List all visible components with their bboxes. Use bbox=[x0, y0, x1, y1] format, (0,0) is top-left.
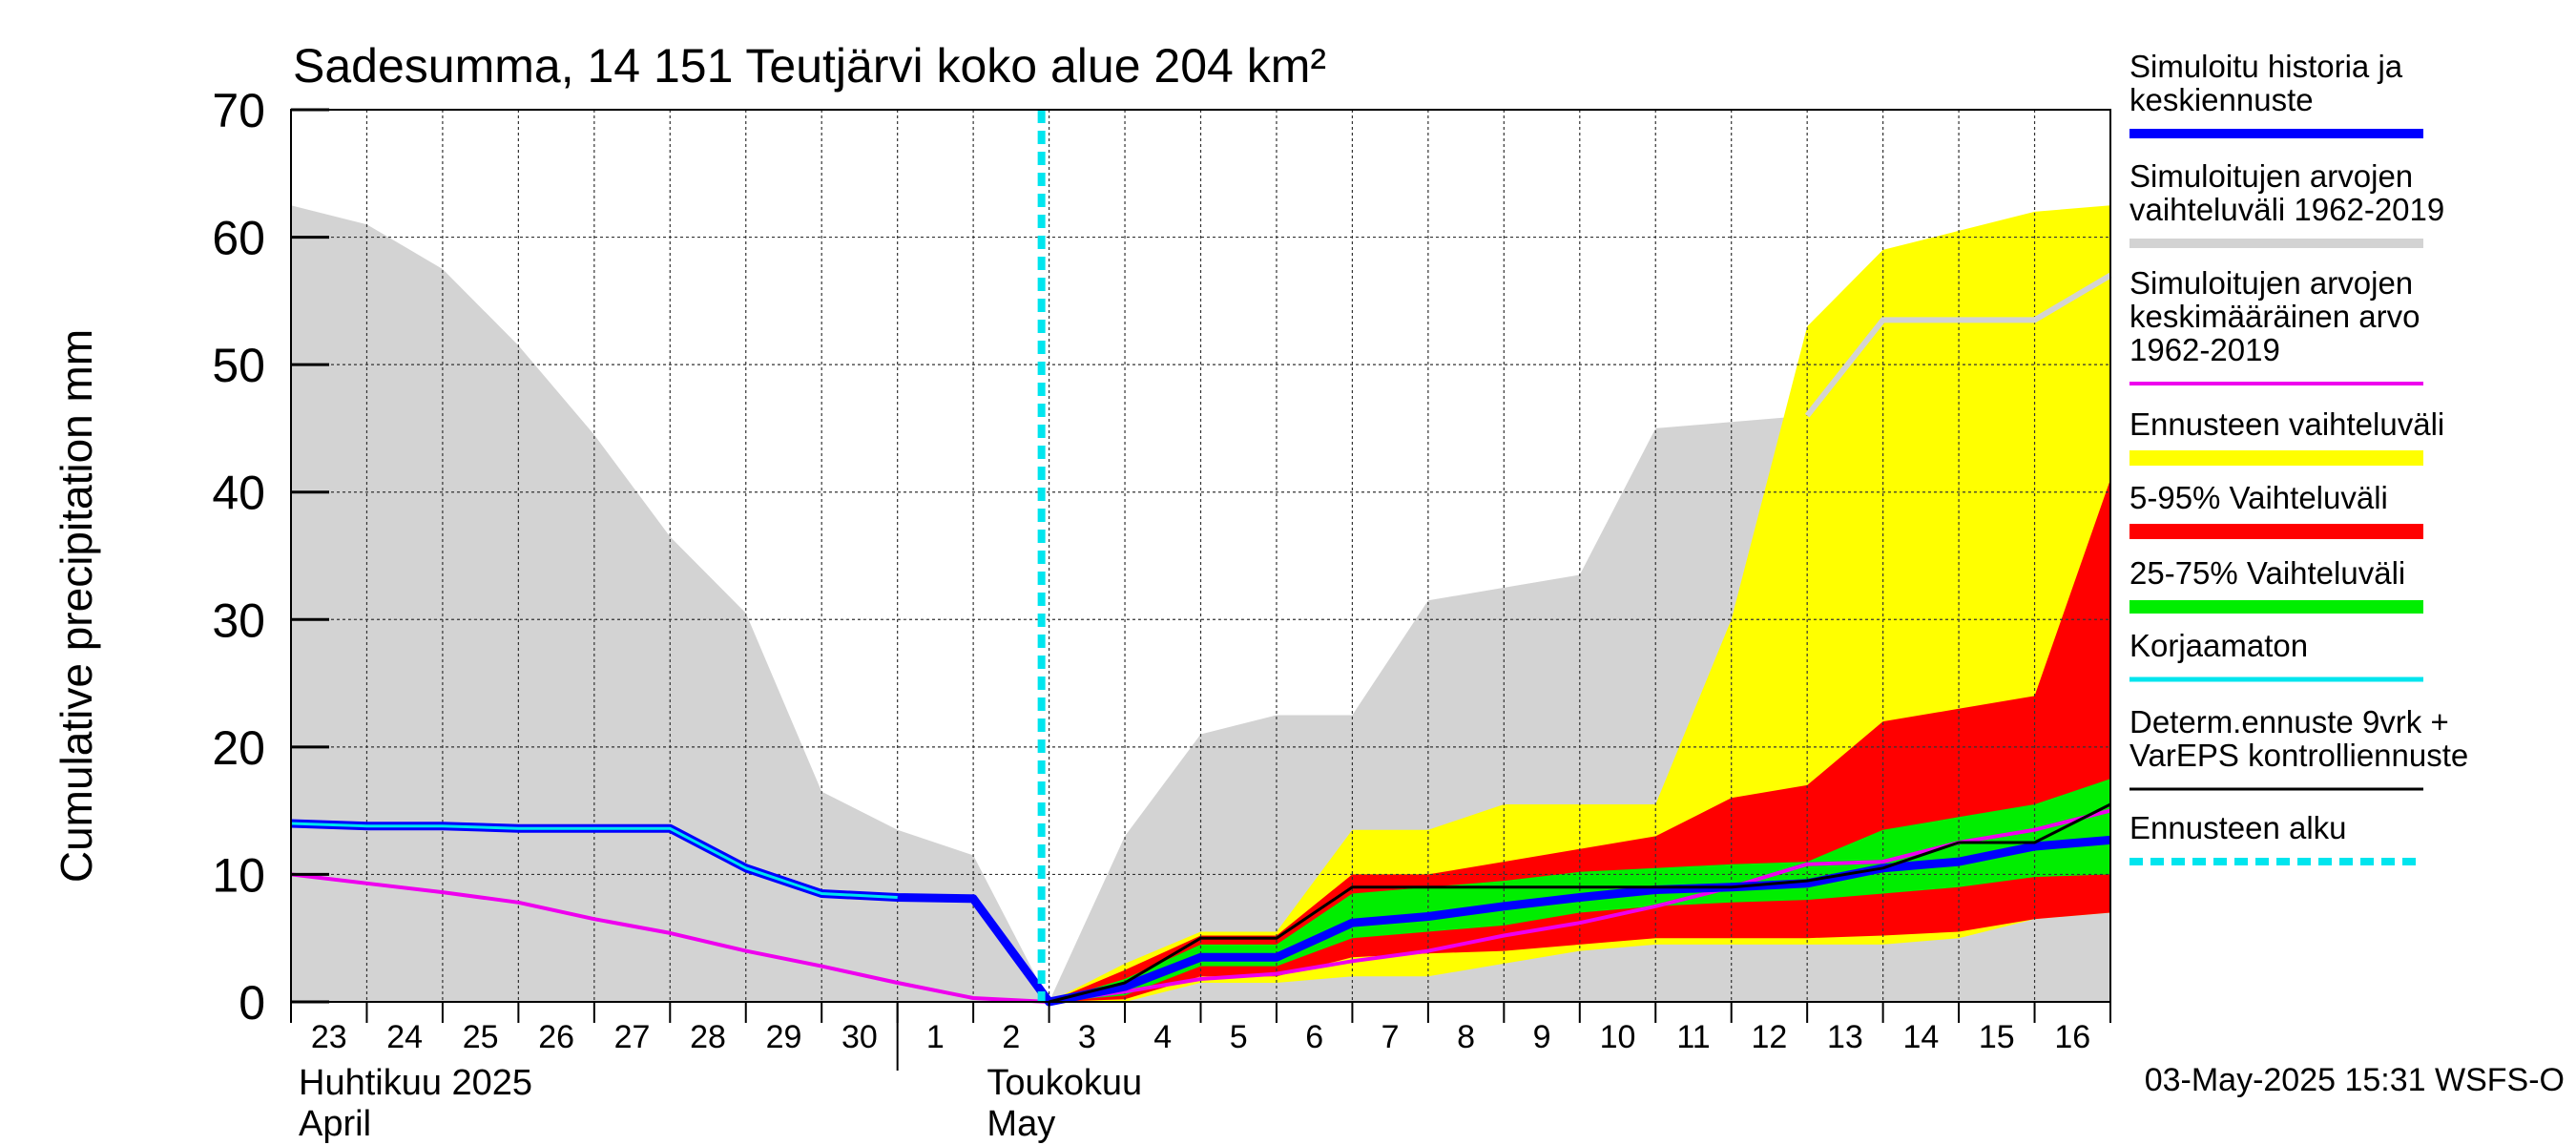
x-tick-label: 28 bbox=[690, 1019, 726, 1055]
x-tick-label: 2 bbox=[1002, 1019, 1020, 1055]
legend-item: 25-75% Vaihteluväli bbox=[2129, 555, 2423, 614]
series-history-mean-line bbox=[1804, 273, 2112, 418]
x-tick-label: 23 bbox=[311, 1019, 347, 1055]
series-climatology-mean-line bbox=[290, 808, 2111, 1004]
x-tick-label: 4 bbox=[1153, 1019, 1172, 1055]
legend-item: Korjaamaton bbox=[2129, 628, 2423, 682]
x-tick-label: 10 bbox=[1600, 1019, 1636, 1055]
legend-label: Ennusteen alku bbox=[2129, 810, 2347, 845]
legend-label: Ennusteen vaihteluväli bbox=[2129, 406, 2444, 442]
legend-item: Ennusteen alku bbox=[2129, 810, 2423, 865]
legend-label: Simuloitujen arvojen bbox=[2129, 265, 2413, 301]
legend-label: 5-95% Vaihteluväli bbox=[2129, 480, 2388, 515]
chart-title: Sadesumma, 14 151 Teutjärvi koko alue 20… bbox=[293, 39, 1326, 93]
legend-label: Korjaamaton bbox=[2129, 628, 2308, 663]
legend-label: Simuloitu historia ja bbox=[2129, 49, 2403, 84]
x-tick-label: 5 bbox=[1230, 1019, 1248, 1055]
x-tick-label: 30 bbox=[841, 1019, 878, 1055]
legend-label: 1962-2019 bbox=[2129, 332, 2280, 367]
plot-area bbox=[290, 110, 2112, 1007]
legend-label: keskimääräinen arvo bbox=[2129, 299, 2420, 334]
x-tick-label: 14 bbox=[1902, 1019, 1939, 1055]
y-tick-label: 40 bbox=[212, 467, 265, 520]
legend-label: vaihteluväli 1962-2019 bbox=[2129, 192, 2444, 227]
y-tick-label: 10 bbox=[212, 848, 265, 902]
series-uncorrected-line bbox=[290, 822, 898, 899]
legend-label: Determ.ennuste 9vrk + bbox=[2129, 704, 2449, 739]
x-tick-label: 25 bbox=[463, 1019, 499, 1055]
month-label: Toukokuu bbox=[987, 1063, 1142, 1103]
x-tick-label: 3 bbox=[1078, 1019, 1096, 1055]
x-tick-label: 29 bbox=[766, 1019, 802, 1055]
y-axis-label: Cumulative precipitation mm bbox=[52, 329, 101, 883]
x-tick-label: 26 bbox=[538, 1019, 574, 1055]
month-label: Huhtikuu 2025 bbox=[299, 1063, 532, 1103]
series-deterministic-line bbox=[1049, 802, 2111, 1004]
y-tick-label: 70 bbox=[212, 84, 265, 137]
legend-label: 25-75% Vaihteluväli bbox=[2129, 555, 2405, 591]
x-tick-label: 9 bbox=[1533, 1019, 1551, 1055]
y-tick-label: 30 bbox=[212, 593, 265, 647]
y-tick-label: 60 bbox=[212, 212, 265, 265]
y-tick-label: 20 bbox=[212, 721, 265, 775]
y-tick-label: 50 bbox=[212, 339, 265, 392]
y-tick-label: 0 bbox=[239, 976, 265, 1030]
x-tick-label: 7 bbox=[1381, 1019, 1400, 1055]
legend-label: VarEPS kontrolliennuste bbox=[2129, 738, 2468, 773]
x-tick-label: 13 bbox=[1827, 1019, 1863, 1055]
legend-item: Determ.ennuste 9vrk +VarEPS kontrollienn… bbox=[2129, 704, 2468, 791]
month-label-english: April bbox=[299, 1104, 371, 1144]
legend-label: keskiennuste bbox=[2129, 82, 2314, 117]
legend-item: 5-95% Vaihteluväli bbox=[2129, 480, 2423, 539]
legend-label: Simuloitujen arvojen bbox=[2129, 158, 2413, 194]
x-tick-label: 15 bbox=[1979, 1019, 2015, 1055]
x-tick-label: 6 bbox=[1305, 1019, 1323, 1055]
legend: Simuloitu historia jakeskiennusteSimuloi… bbox=[2129, 49, 2468, 865]
month-label-english: May bbox=[987, 1104, 1055, 1144]
x-tick-label: 27 bbox=[614, 1019, 651, 1055]
x-tick-label: 24 bbox=[386, 1019, 423, 1055]
x-tick-label: 8 bbox=[1457, 1019, 1475, 1055]
legend-item: Ennusteen vaihteluväli bbox=[2129, 406, 2444, 466]
x-tick-label: 1 bbox=[926, 1019, 945, 1055]
x-tick-label: 16 bbox=[2054, 1019, 2090, 1055]
timestamp-footer: 03-May-2025 15:31 WSFS-O bbox=[2145, 1062, 2565, 1098]
x-tick-label: 11 bbox=[1676, 1019, 1710, 1055]
x-tick-label: 12 bbox=[1752, 1019, 1788, 1055]
